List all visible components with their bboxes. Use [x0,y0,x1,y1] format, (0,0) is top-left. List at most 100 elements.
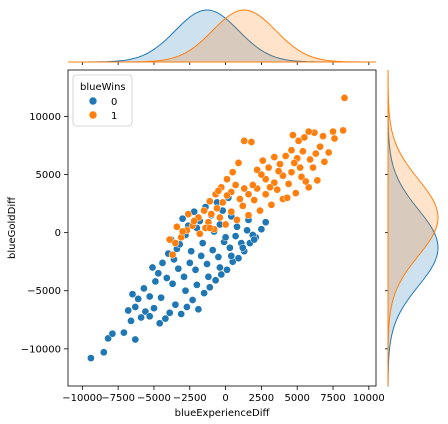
point-series-0-17 [177,310,186,318]
point-series-1-36 [168,250,177,259]
point-series-1-13 [299,147,307,156]
point-series-0-4 [120,328,128,337]
point-series-0-15 [165,308,174,317]
point-series-1-81 [274,167,283,175]
point-series-0-39 [168,279,177,288]
point-series-0-22 [205,283,214,292]
point-series-0-6 [127,317,135,325]
point-series-1-56 [296,163,304,172]
point-series-1-80 [283,193,292,202]
x-tick-label: −10000 [62,393,102,404]
point-series-0-16 [171,300,180,309]
right-marginal-kde [385,70,439,387]
point-series-1-17 [276,160,284,168]
point-series-0-80 [148,263,157,272]
point-series-0-42 [185,259,194,267]
point-series-1-70 [190,217,198,225]
point-series-0-36 [151,277,160,286]
x-tick-label: −5000 [137,393,171,404]
point-series-1-29 [205,197,214,206]
point-series-1-43 [273,185,282,194]
point-series-1-30 [200,206,208,215]
point-series-0-50 [231,232,240,240]
point-series-0-12 [150,304,158,313]
point-series-1-8 [294,137,303,145]
point-series-0-74 [187,247,196,256]
point-series-0-54 [178,214,187,223]
point-series-0-75 [198,239,207,247]
point-series-0-83 [193,281,201,289]
x-tick-label: 10000 [353,393,385,404]
scatter-points [87,94,349,362]
point-series-0-77 [221,233,230,242]
point-series-0-9 [137,313,145,322]
x-tick-label: −2500 [173,393,207,404]
point-series-0-23 [211,276,220,285]
point-series-0-87 [238,243,247,252]
point-series-1-15 [287,146,296,155]
legend-marker-1 [88,110,98,120]
scatter-axes: −10000−7500 −5000 −2500 0 2500 5000 7500 10000 … [7,69,385,419]
point-series-0-43 [191,265,200,274]
point-series-1-11 [311,149,320,158]
y-axis-ticks: −10000 −5000 0 5000 10000 [21,112,68,355]
point-series-0-14 [161,314,170,323]
point-series-0-21 [200,289,208,297]
x-tick-label: 5000 [284,393,309,404]
y-tick-label: −5000 [27,286,61,297]
point-series-1-51 [227,207,236,216]
point-series-0-46 [208,246,217,254]
y-tick-label: −10000 [21,344,61,355]
point-series-1-49 [238,202,247,210]
point-series-0-32 [128,290,137,299]
point-series-1-73 [173,222,181,231]
point-series-1-52 [221,220,230,229]
point-series-0-49 [226,243,234,252]
point-series-0-34 [140,284,148,293]
y-tick-label: 10000 [29,112,61,123]
point-series-0-78 [233,222,241,231]
point-series-0-86 [227,252,236,260]
point-series-1-47 [250,196,259,204]
point-series-0-31 [257,225,266,234]
y-tick-label: 5000 [36,170,61,181]
point-series-0-11 [145,312,154,321]
point-series-1-62 [244,190,253,199]
point-series-0-38 [162,274,171,282]
y-kde-series-1 [387,70,439,386]
point-series-0-19 [188,296,197,304]
point-series-1-53 [216,213,224,222]
legend-label-1: 1 [111,111,117,122]
point-series-1-41 [284,180,293,188]
x-kde-series-1 [68,9,376,63]
point-series-1-46 [256,206,264,215]
point-series-0-44 [197,252,206,260]
point-series-1-10 [316,142,324,151]
point-series-0-7 [124,306,133,315]
x-tick-label: 7500 [320,393,345,404]
point-series-1-75 [324,148,333,157]
x-tick-label: 0 [222,393,228,404]
y-tick-label: 0 [55,228,61,239]
point-series-1-89 [205,224,214,232]
point-series-1-44 [267,200,276,209]
point-series-0-20 [194,305,203,314]
point-series-0-25 [223,265,231,274]
point-series-1-1 [339,126,347,135]
point-series-1-40 [291,189,300,197]
point-series-0-37 [157,293,165,302]
point-series-1-74 [165,235,174,244]
point-series-0-82 [181,286,190,295]
point-series-0-88 [250,235,259,244]
point-series-0-33 [134,295,143,303]
point-series-1-50 [233,216,241,224]
point-series-1-23 [240,137,249,145]
point-series-1-84 [248,181,257,189]
point-series-0-3 [108,329,117,338]
point-series-1-76 [320,157,329,166]
point-series-1-26 [223,175,231,184]
legend-label-0: 0 [111,97,117,108]
point-series-0-27 [234,254,243,263]
point-series-1-16 [281,152,290,160]
